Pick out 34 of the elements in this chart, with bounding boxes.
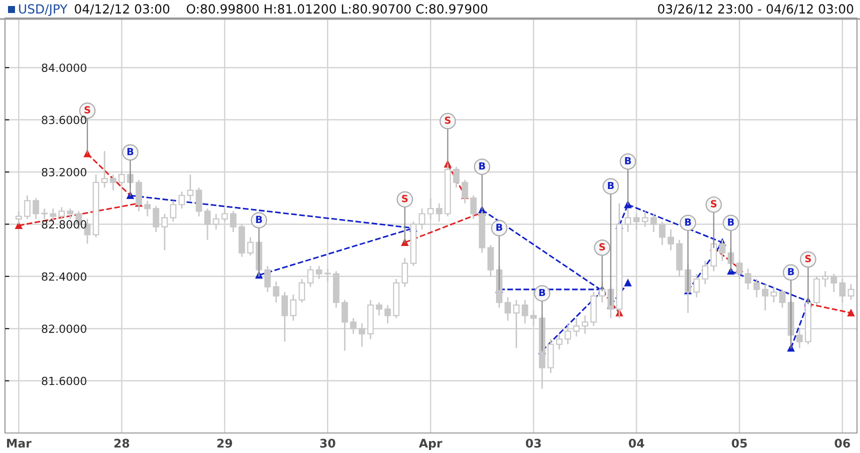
y-tick-label: 82.0000	[42, 324, 86, 333]
data-label: B	[685, 218, 691, 226]
x-tick-label: 29	[217, 438, 232, 448]
data-label: B	[728, 218, 734, 226]
data-label: S	[444, 116, 451, 124]
x-tick-label: 06	[834, 438, 850, 448]
y-tick-label: 83.2000	[42, 168, 86, 176]
data-label: B	[625, 157, 631, 164]
y-tick-label: 81.6000	[42, 376, 86, 386]
chart-title: USD/JPY	[19, 4, 68, 16]
x-tick-label: 05	[732, 438, 747, 448]
data-label: B	[496, 224, 502, 231]
data-label: S	[599, 243, 605, 251]
data-label: B	[127, 148, 134, 156]
data-label: S	[805, 254, 811, 262]
data-label: S	[84, 106, 90, 114]
y-tick-label: 82.4000	[42, 272, 86, 281]
y-tick-label: 84.0000	[42, 64, 86, 72]
text: 03/26/12 23:00 - 04/6/12 03:00	[658, 4, 854, 15]
chart-subtitle: 04/12/12 03:00 O:80.99800 H:81.01200 L:80.90700 C:80.97900	[74, 4, 488, 15]
data-label: B	[479, 162, 486, 170]
y-tick-label: 82.8000	[42, 220, 86, 229]
data-label: B	[608, 182, 614, 190]
x-tick-label: Mar	[7, 438, 32, 448]
data-label: B	[256, 216, 262, 223]
x-tick-label: 03	[526, 438, 541, 448]
y-tick-label: 83.6000	[42, 116, 86, 124]
x-tick-label: Apr	[418, 438, 442, 450]
data-label: S	[402, 194, 408, 202]
data-label: S	[710, 200, 717, 208]
x-tick-label: 28	[114, 438, 130, 448]
x-tick-label: 30	[320, 438, 336, 448]
data-label: B	[788, 268, 794, 276]
x-tick-label: 04	[628, 438, 644, 448]
